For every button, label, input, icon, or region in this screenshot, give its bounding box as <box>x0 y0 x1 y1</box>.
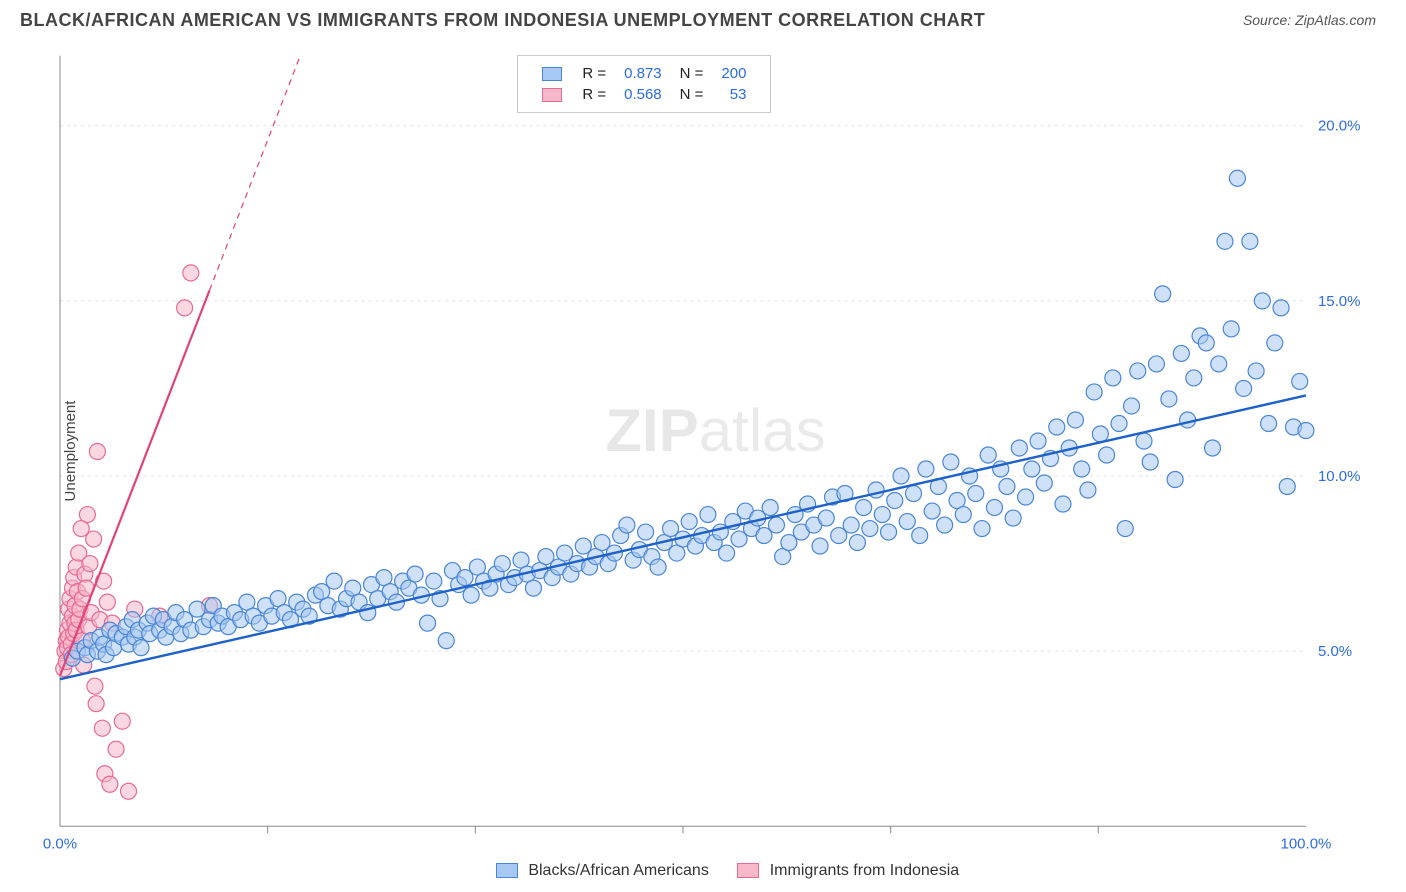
chart-area: Unemployment R = 0.873 N = 200 R = 0.568… <box>55 50 1376 852</box>
series-label-blue: Blacks/African Americans <box>528 862 709 879</box>
r-label: R = <box>574 85 614 104</box>
n-value-blue: 200 <box>713 64 754 83</box>
swatch-pink-icon <box>737 863 759 878</box>
correlation-legend: R = 0.873 N = 200 R = 0.568 N = 53 <box>517 55 771 113</box>
series-label-pink: Immigrants from Indonesia <box>770 862 959 879</box>
chart-title: BLACK/AFRICAN AMERICAN VS IMMIGRANTS FRO… <box>20 10 1386 31</box>
svg-text:5.0%: 5.0% <box>1318 643 1352 660</box>
swatch-blue-icon <box>542 67 562 81</box>
n-label: N = <box>672 85 712 104</box>
legend-row-pink: R = 0.568 N = 53 <box>534 85 754 104</box>
svg-text:0.0%: 0.0% <box>43 835 77 852</box>
svg-text:ZIPatlas: ZIPatlas <box>605 397 825 464</box>
svg-text:100.0%: 100.0% <box>1281 835 1332 852</box>
legend-row-blue: R = 0.873 N = 200 <box>534 64 754 83</box>
scatter-plot: 5.0%10.0%15.0%20.0%0.0%100.0%ZIPatlas <box>55 50 1376 852</box>
svg-text:15.0%: 15.0% <box>1318 293 1361 310</box>
r-label: R = <box>574 64 614 83</box>
y-axis-label: Unemployment <box>62 401 79 502</box>
n-label: N = <box>672 64 712 83</box>
r-value-pink: 0.568 <box>616 85 670 104</box>
series-legend: Blacks/African Americans Immigrants from… <box>55 862 1376 880</box>
swatch-pink-icon <box>542 88 562 102</box>
svg-text:20.0%: 20.0% <box>1318 118 1361 135</box>
swatch-blue-icon <box>496 863 518 878</box>
r-value-blue: 0.873 <box>616 64 670 83</box>
n-value-pink: 53 <box>713 85 754 104</box>
svg-text:10.0%: 10.0% <box>1318 468 1361 485</box>
source-label: Source: ZipAtlas.com <box>1243 12 1376 28</box>
